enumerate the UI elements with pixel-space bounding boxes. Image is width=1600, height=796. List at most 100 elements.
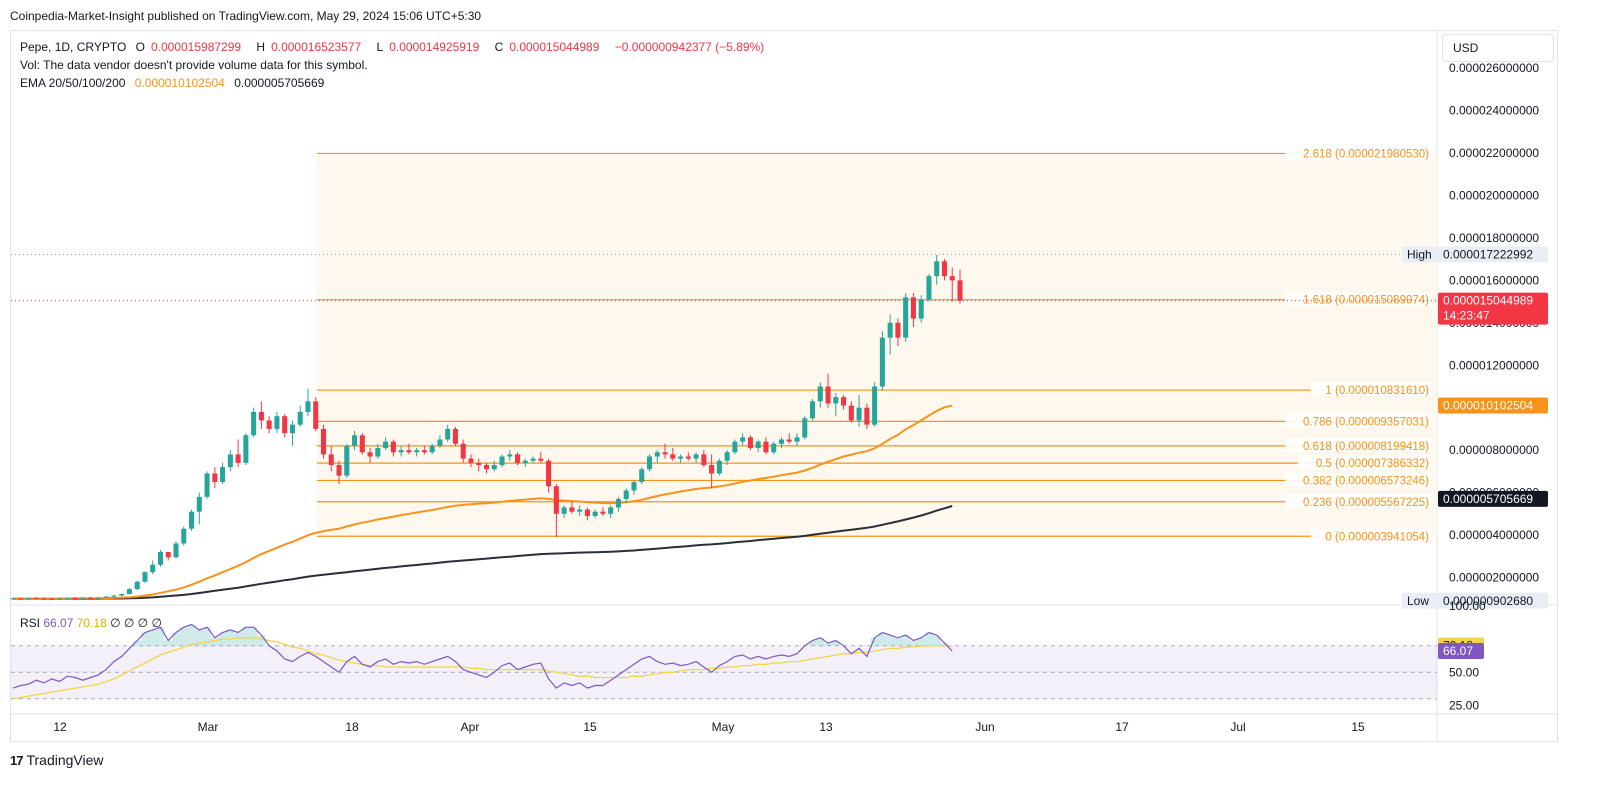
price-axis-label: 0.000020000000 [1449,188,1539,202]
fib-zone [317,153,1437,537]
candle-body [569,507,575,512]
candle-body [352,435,358,446]
tradingview-wordmark: TradingView [26,752,104,768]
candle-body [189,511,195,529]
price-tag-label-bg [1402,246,1437,263]
symbol-label[interactable]: Pepe, 1D, CRYPTO [20,40,127,54]
fib-label: 1.618 (0.000015089974) [1303,295,1429,307]
fib-label: 0 (0.000003941054) [1325,531,1429,543]
price-axis-label: 0.000004000000 [1449,528,1539,542]
fib-label: 2.618 (0.000021980530) [1303,148,1429,160]
fib-label-bg [1285,145,1432,160]
candle-body [592,511,598,516]
price-tag [1438,592,1548,609]
candle-body [584,509,590,516]
price-axis-label: 0.000026000000 [1449,61,1539,75]
price-tag-label-bg [1402,592,1437,609]
candle-body [227,454,233,468]
time-axis-label: Jun [975,720,994,734]
candle-body [903,297,909,338]
rsi-line [12,623,953,689]
candle-body [864,407,870,425]
candle-body [646,456,653,470]
candle-body [817,386,823,402]
candle-body [685,456,691,459]
candle-body [957,280,963,301]
ohlc-legend: Pepe, 1D, CRYPTO O 0.000015987299 H 0.0000… [20,40,770,54]
candle-body [72,598,78,600]
candle-body [445,428,451,440]
candle-body [740,437,746,442]
candle-body [313,401,319,429]
rsi-empty-values: ∅ ∅ ∅ ∅ [110,616,162,630]
candle-body [941,261,947,277]
price-tag-label: Low [1407,594,1429,608]
time-axis-label: May [712,720,735,734]
candle-body [483,464,490,470]
candle-body [88,597,94,599]
candle-body [297,411,303,425]
candle-body [608,507,614,514]
candle-body [359,435,365,453]
candle-body [546,460,552,487]
publisher-line: Coinpedia-Market-Insight published on Tr… [10,9,482,23]
open-value: O 0.000015987299 [135,40,242,54]
time-axis-label: 12 [53,720,67,734]
fib-label-bg [1310,528,1432,543]
ema-value-2: 0.000005705669 [234,76,325,90]
currency-button[interactable]: USD [1442,34,1554,62]
candle-body [41,598,47,600]
candle-body [553,486,559,514]
candle-body [561,507,567,514]
ema200-line [13,505,953,600]
candle-body [910,297,916,319]
candle-body [383,441,389,449]
candle-body [305,401,311,412]
price-tag-value: 0.000000902680 [1443,594,1533,608]
candle-body [274,416,280,429]
candle-body [251,411,257,436]
candle-body [367,452,373,457]
candle-body [732,441,738,453]
price-axis-label: 0.000022000000 [1449,146,1539,160]
candle-body [320,428,327,455]
rsi-ma-line [12,637,953,700]
time-axis-label: 17 [1115,720,1129,734]
candle-body [157,552,164,565]
candle-body [895,322,901,338]
time-axis-label: 18 [345,720,359,734]
time-axis-label: 15 [1351,720,1365,734]
candle-body [173,543,179,558]
rsi-axis-label: 50.00 [1449,665,1479,679]
candle-body [716,460,722,474]
fib-label-bg [1285,437,1432,452]
rsi-legend[interactable]: RSI 66.07 70.18 ∅ ∅ ∅ ∅ [20,616,162,630]
price-axis-label: 0.000002000000 [1449,570,1539,584]
candle-body [825,386,831,404]
price-tag [1438,397,1548,414]
ema-legend[interactable]: EMA 20/50/100/200 0.000010102504 0.00000… [20,76,330,90]
candle-body [670,454,676,459]
candle-body [80,597,86,599]
time-axis-label: 15 [583,720,597,734]
candle-body [429,445,435,453]
candle-body [289,424,295,434]
candle-body [949,276,955,281]
candle-body [918,299,924,319]
candle-body [437,439,443,446]
price-axis-label: 0.000012000000 [1449,358,1539,372]
price-tag-value: 0.000017222992 [1443,247,1533,261]
fib-label: 0.5 (0.000007386332) [1316,458,1429,470]
candle-body [390,441,396,453]
price-tag-countdown: 14:23:47 [1443,309,1490,323]
candle-body [212,473,218,482]
candle-body [841,397,847,406]
candle-body [615,498,621,508]
candle-body [515,454,521,463]
candle-body [344,445,350,476]
fib-label-bg [1285,413,1432,428]
price-axis-label: 0.000008000000 [1449,443,1539,457]
candle-body [134,581,140,590]
footer-brand[interactable]: 17 TradingView [10,752,104,768]
